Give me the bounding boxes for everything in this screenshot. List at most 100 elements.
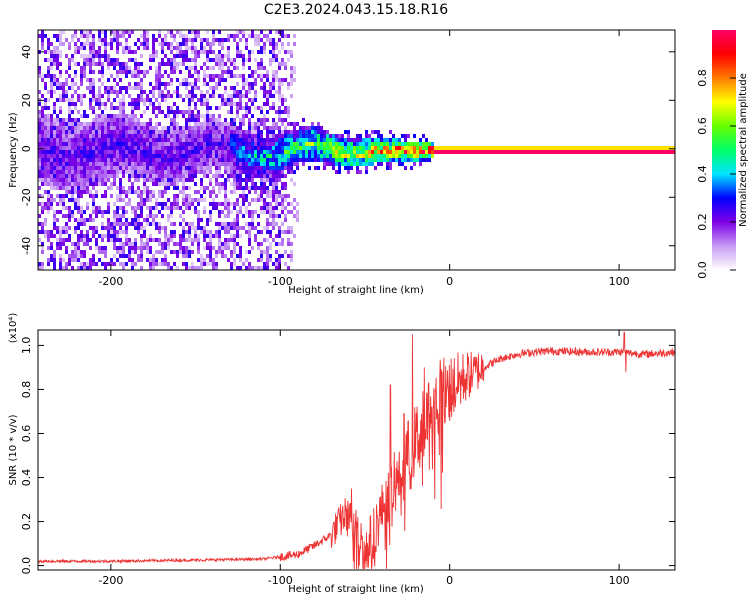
spectrogram-cell xyxy=(296,210,299,214)
spectrogram-cell xyxy=(221,226,224,230)
spectrogram-cell xyxy=(80,34,83,38)
spectrogram-cell xyxy=(218,66,221,70)
spectrogram-cell xyxy=(215,266,218,270)
spectrogram-cell xyxy=(185,110,188,114)
spectrogram-cell xyxy=(167,114,170,118)
spectrogram-cell xyxy=(272,78,275,82)
spectrogram-cell xyxy=(140,242,143,246)
spectrogram-cell xyxy=(218,106,221,110)
spectrogram-cell xyxy=(113,262,116,266)
spectrogram-cell xyxy=(143,190,146,194)
spectrogram-cell xyxy=(266,174,269,178)
spectrogram-cell xyxy=(281,146,284,150)
spectrogram-cell xyxy=(140,194,143,198)
spectrogram-cell xyxy=(53,186,56,190)
spectrogram-cell xyxy=(587,146,590,150)
spectrogram-cell xyxy=(377,158,380,162)
spectrogram-cell xyxy=(308,146,311,150)
spectrogram-cell xyxy=(284,98,287,102)
spectrogram-cell xyxy=(134,70,137,74)
spectrogram-cell xyxy=(203,70,206,74)
spectrogram-cell xyxy=(116,154,119,158)
spectrogram-cell xyxy=(245,222,248,226)
spectrogram-cell xyxy=(260,166,263,170)
spectrogram-cell xyxy=(110,102,113,106)
spectrogram-cell xyxy=(257,242,260,246)
spectrogram-cell xyxy=(59,186,62,190)
spectrogram-cell xyxy=(134,102,137,106)
spectrogram-cell xyxy=(164,42,167,46)
spectrogram-cell xyxy=(497,146,500,150)
spectrogram-cell xyxy=(170,66,173,70)
spectrogram-cell xyxy=(188,166,191,170)
spectrogram-cell xyxy=(248,150,251,154)
spectrogram-cell xyxy=(194,206,197,210)
spectrogram-cell xyxy=(386,150,389,154)
spectrogram-cell xyxy=(422,154,425,158)
spectrogram-cell xyxy=(233,150,236,154)
spectrogram-cell xyxy=(161,110,164,114)
spectrogram-cell xyxy=(251,122,254,126)
spectrogram-cell xyxy=(296,154,299,158)
spectrogram-cell xyxy=(230,118,233,122)
spectrogram-cell xyxy=(176,198,179,202)
spectrogram-cell xyxy=(527,150,530,154)
spectrogram-cell xyxy=(137,66,140,70)
spectrogram-cell xyxy=(74,154,77,158)
spectrogram-cell xyxy=(158,250,161,254)
spectrogram-cell xyxy=(65,174,68,178)
spectrogram-cell xyxy=(266,38,269,42)
spectrogram-cell xyxy=(377,134,380,138)
spectrogram-cell xyxy=(128,122,131,126)
spectrogram-cell xyxy=(269,142,272,146)
spectrogram-cell xyxy=(188,170,191,174)
spectrogram-cell xyxy=(92,210,95,214)
spectrogram-cell xyxy=(47,98,50,102)
spectrogram-cell xyxy=(131,166,134,170)
spectrogram-cell xyxy=(41,194,44,198)
spectrogram-cell xyxy=(227,242,230,246)
spectrogram-cell xyxy=(71,118,74,122)
spectrogram-cell xyxy=(125,162,128,166)
spectrogram-cell xyxy=(290,94,293,98)
spectrogram-cell xyxy=(98,70,101,74)
spectrogram-cell xyxy=(74,50,77,54)
spectrogram-cell xyxy=(218,166,221,170)
spectrogram-cell xyxy=(161,182,164,186)
spectrogram-cell xyxy=(122,118,125,122)
spectrogram-cell xyxy=(194,174,197,178)
spectrogram-cell xyxy=(161,150,164,154)
spectrogram-cell xyxy=(257,230,260,234)
spectrogram-cell xyxy=(314,154,317,158)
spectrogram-cell xyxy=(113,78,116,82)
spectrogram-cell xyxy=(272,218,275,222)
spectrogram-cell xyxy=(200,150,203,154)
spectrogram-cell xyxy=(263,66,266,70)
spectrogram-cell xyxy=(41,202,44,206)
spectrogram-cell xyxy=(563,146,566,150)
spectrogram-cell xyxy=(161,42,164,46)
spectrogram-cell xyxy=(62,178,65,182)
spectrogram-cell xyxy=(314,142,317,146)
spectrogram-cell xyxy=(71,86,74,90)
spectrogram-cell xyxy=(53,138,56,142)
spectrogram-cell xyxy=(185,246,188,250)
spectrogram-cell xyxy=(197,126,200,130)
spectrogram-cell xyxy=(155,74,158,78)
spectrogram-cell xyxy=(47,190,50,194)
spectrogram-cell xyxy=(107,134,110,138)
spectrogram-cell xyxy=(167,238,170,242)
spectrogram-cell xyxy=(284,146,287,150)
spectrogram-cell xyxy=(356,142,359,146)
spectrogram-cell xyxy=(179,70,182,74)
spectrogram-cell xyxy=(320,154,323,158)
spectrogram-cell xyxy=(347,134,350,138)
spectrogram-cell xyxy=(362,162,365,166)
spectrogram-cell xyxy=(209,262,212,266)
spectrogram-cell xyxy=(74,102,77,106)
spectrogram-cell xyxy=(146,70,149,74)
spectrogram-cell xyxy=(290,154,293,158)
spectrogram-cell xyxy=(203,62,206,66)
spectrogram-cell xyxy=(50,122,53,126)
spectrogram-cell xyxy=(497,150,500,154)
